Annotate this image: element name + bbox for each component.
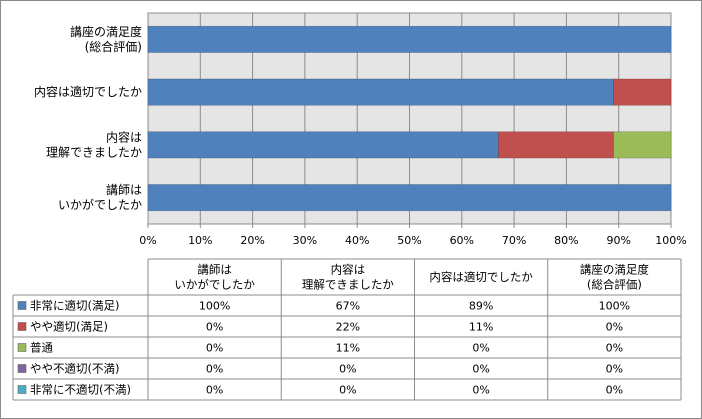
x-tick-label: 50% [397, 234, 421, 247]
legend-swatch [17, 301, 27, 310]
x-tick-label: 10% [188, 234, 212, 247]
table-column-header: 講座の満足度(総合評価) [580, 263, 649, 292]
table-cell: 22% [336, 321, 360, 334]
legend-swatch [17, 343, 27, 352]
table-cell: 0% [206, 363, 223, 376]
table-cell: 11% [336, 342, 360, 355]
x-tick-label: 90% [606, 234, 630, 247]
bar-segment [613, 131, 672, 159]
table-cell: 0% [339, 384, 356, 397]
table-cell: 89% [469, 300, 493, 313]
category-label: 講師はいかがでしたか [58, 182, 142, 212]
table-cell: 0% [206, 384, 223, 397]
legend-label: 非常に適切(満足) [30, 299, 119, 313]
table-column-header: 講師はいかがでしたか [174, 263, 255, 292]
table-cell: 0% [472, 342, 489, 355]
table-cell: 0% [206, 321, 223, 334]
x-tick-label: 0% [139, 234, 156, 247]
bar-segment [613, 78, 672, 106]
table-cell: 11% [469, 321, 493, 334]
x-tick-label: 80% [554, 234, 578, 247]
legend-label: 非常に不適切(不満) [30, 383, 131, 397]
legend-swatch [17, 364, 27, 373]
x-tick-label: 60% [450, 234, 474, 247]
table-column-header: 内容は適切でしたか [429, 270, 533, 284]
x-tick-label: 20% [240, 234, 264, 247]
legend-swatch [17, 322, 27, 331]
bar-segment [147, 78, 614, 106]
legend-swatch [17, 385, 27, 394]
table-cell: 0% [339, 363, 356, 376]
x-tick-label: 40% [345, 234, 369, 247]
category-label: 内容は理解できましたか [46, 129, 142, 159]
table-cell: 0% [606, 342, 623, 355]
table-cell: 0% [206, 342, 223, 355]
table-column-header: 内容は理解できましたか [302, 263, 394, 292]
bar-segment [498, 131, 614, 159]
table-cell: 0% [606, 321, 623, 334]
table-cell: 100% [599, 300, 630, 313]
legend-label: やや適切(満足) [30, 320, 108, 334]
bar-segment [147, 184, 672, 212]
table-cell: 0% [606, 384, 623, 397]
category-label: 講座の満足度(総合評価) [70, 24, 142, 54]
legend-label: 普通 [30, 341, 53, 355]
legend-label: やや不適切(不満) [30, 362, 119, 376]
bar-segment [147, 25, 672, 53]
table-cell: 0% [606, 363, 623, 376]
x-tick-label: 70% [502, 234, 526, 247]
category-label: 内容は適切でしたか [34, 84, 142, 99]
table-cell: 100% [199, 300, 230, 313]
table-cell: 0% [472, 384, 489, 397]
table-cell: 67% [336, 300, 360, 313]
x-tick-label: 30% [293, 234, 317, 247]
table-cell: 0% [472, 363, 489, 376]
bar-segment [147, 131, 499, 159]
x-tick-label: 100% [655, 234, 686, 247]
